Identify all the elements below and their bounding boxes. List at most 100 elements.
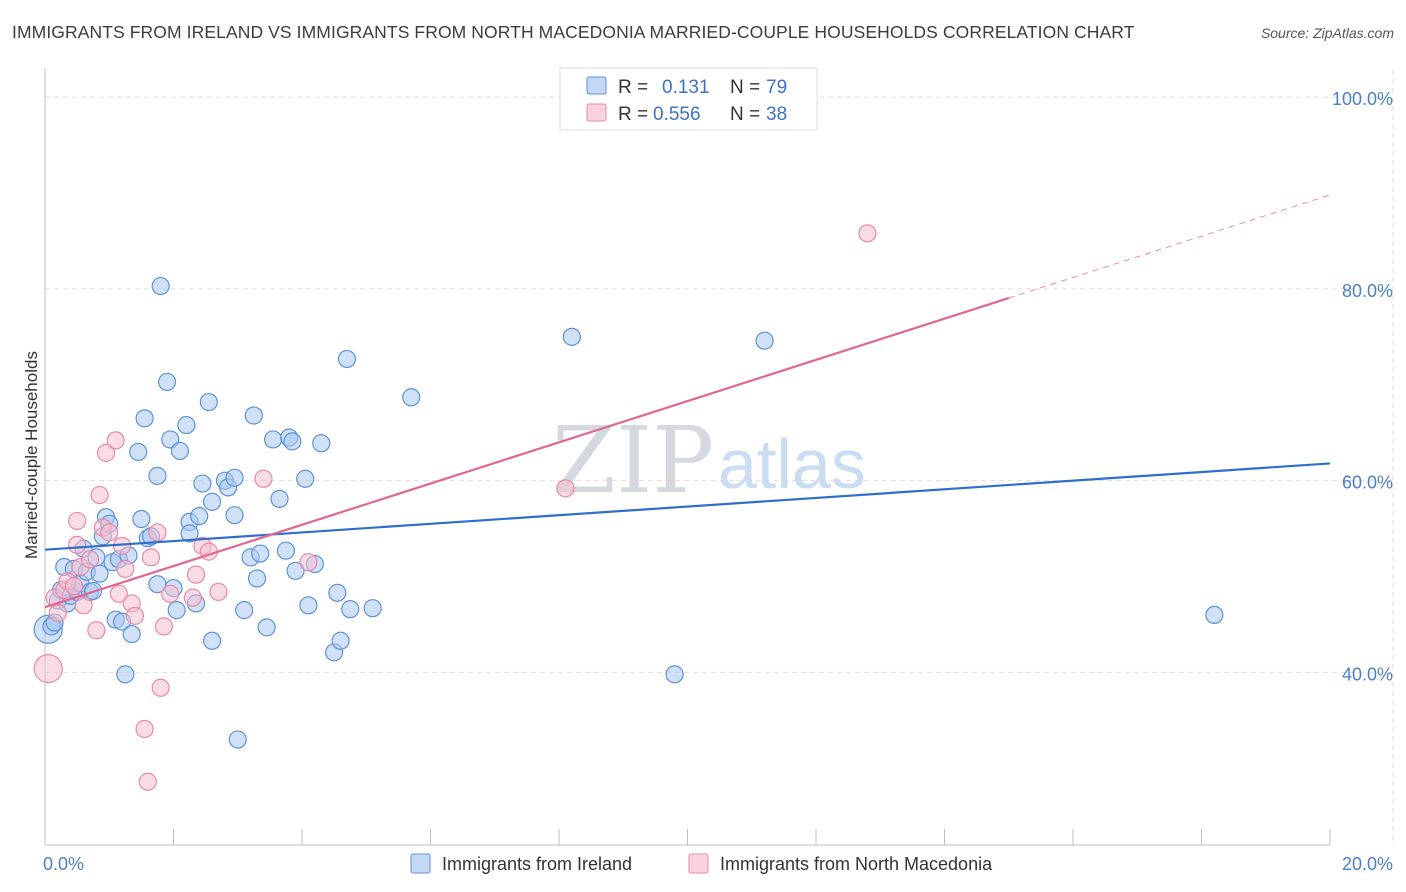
point-macedonia [125, 606, 145, 625]
legend-n-value-ireland: 79 [766, 77, 787, 98]
point-ireland [296, 469, 315, 488]
point-macedonia [141, 548, 161, 567]
grid [45, 70, 1394, 845]
y-tick-label: 40.0% [1342, 664, 1393, 684]
point-macedonia [154, 617, 173, 636]
legend-item-macedonia-swatch [688, 853, 709, 874]
point-ireland [122, 624, 141, 644]
point-ireland [235, 601, 254, 620]
point-macedonia [138, 772, 157, 791]
point-macedonia [209, 582, 228, 601]
point-macedonia [148, 523, 167, 542]
series-legend: Immigrants from Ireland Immigrants from … [410, 853, 993, 874]
point-ireland [90, 564, 109, 583]
point-ireland [151, 276, 170, 296]
y-tick-label: 100.0% [1332, 89, 1393, 109]
legend-r-label-macedonia: R = [618, 104, 648, 125]
point-macedonia [33, 653, 63, 684]
point-ireland [755, 331, 774, 350]
point-macedonia [106, 431, 125, 450]
x-tick-label: 0.0% [43, 854, 84, 874]
point-macedonia [64, 577, 84, 596]
legend-n-label-macedonia: N = [730, 104, 760, 125]
point-ireland [331, 631, 350, 650]
point-ireland [270, 489, 289, 508]
point-macedonia [80, 550, 100, 569]
point-ireland [402, 388, 421, 407]
point-ireland [562, 327, 581, 346]
point-macedonia [858, 224, 877, 243]
watermark-zip-text: ZIP [552, 407, 714, 514]
point-macedonia [48, 603, 67, 623]
x-tick-label: 20.0% [1342, 854, 1393, 874]
point-ireland [251, 544, 270, 563]
trendline-macedonia [44, 296, 1010, 609]
point-ireland [177, 415, 196, 435]
point-macedonia [556, 479, 575, 498]
point-ireland [170, 441, 190, 461]
point-macedonia [161, 584, 180, 603]
trendline-macedonia-extension [1008, 194, 1331, 299]
x-tick-labels: 0.0% 20.0% [43, 854, 1393, 874]
chart-title: IMMIGRANTS FROM IRELAND VS IMMIGRANTS FR… [12, 22, 1135, 42]
point-ireland [665, 665, 684, 684]
point-macedonia [183, 588, 202, 607]
legend-r-value-ireland: 0.131 [662, 77, 710, 98]
legend-item-ireland-swatch [410, 853, 431, 874]
point-ireland [129, 442, 148, 462]
point-ireland [132, 509, 151, 529]
point-ireland [257, 618, 276, 637]
legend-item-ireland-label: Immigrants from Ireland [442, 854, 632, 874]
legend-item-macedonia-label: Immigrants from North Macedonia [720, 854, 993, 874]
point-ireland [202, 631, 222, 650]
point-ireland [167, 601, 186, 620]
y-tick-label: 80.0% [1342, 281, 1393, 301]
point-ireland [1205, 605, 1224, 625]
point-ireland [244, 406, 263, 425]
point-macedonia [254, 469, 273, 488]
point-ireland [202, 492, 222, 511]
legend-r-label-ireland: R = [618, 77, 648, 98]
point-ireland [299, 596, 318, 615]
point-ireland [337, 349, 357, 369]
point-ireland [247, 569, 267, 588]
watermark-atlas-text: atlas [718, 425, 866, 503]
trendline-ireland [44, 462, 1331, 551]
point-ireland [148, 466, 167, 485]
y-tick-labels: 40.0% 60.0% 80.0% 100.0% [1332, 89, 1393, 684]
point-macedonia [96, 443, 116, 462]
point-macedonia [87, 621, 106, 640]
point-macedonia [116, 559, 135, 578]
axes [44, 68, 1331, 846]
point-ireland [276, 541, 296, 560]
point-ireland [190, 507, 209, 526]
point-macedonia [186, 565, 206, 584]
legend-r-value-macedonia: 0.556 [653, 104, 701, 125]
point-ireland [263, 430, 283, 449]
point-ireland [199, 392, 218, 412]
source-label: Source: ZipAtlas.com [1260, 25, 1394, 41]
point-macedonia [68, 535, 87, 555]
legend-n-label-ireland: N = [730, 77, 760, 98]
point-ireland [228, 730, 247, 749]
point-ireland [193, 474, 212, 493]
point-ireland [135, 409, 154, 428]
series-macedonia-points [33, 224, 877, 791]
point-macedonia [74, 596, 93, 615]
point-ireland [225, 468, 244, 487]
stats-legend: R = 0.131 N = 79 R = 0.556 N = 38 [559, 67, 818, 131]
point-ireland [180, 524, 199, 543]
point-ireland [286, 561, 305, 580]
legend-swatch-macedonia [586, 103, 607, 122]
watermark: ZIP atlas [552, 407, 866, 514]
point-ireland [283, 432, 302, 451]
point-ireland [363, 599, 382, 618]
legend-n-value-macedonia: 38 [766, 104, 787, 125]
point-ireland [312, 434, 331, 453]
point-macedonia [135, 719, 154, 739]
point-macedonia [68, 511, 87, 531]
point-macedonia [109, 584, 128, 603]
point-ireland [116, 665, 135, 684]
point-ireland [328, 583, 347, 602]
